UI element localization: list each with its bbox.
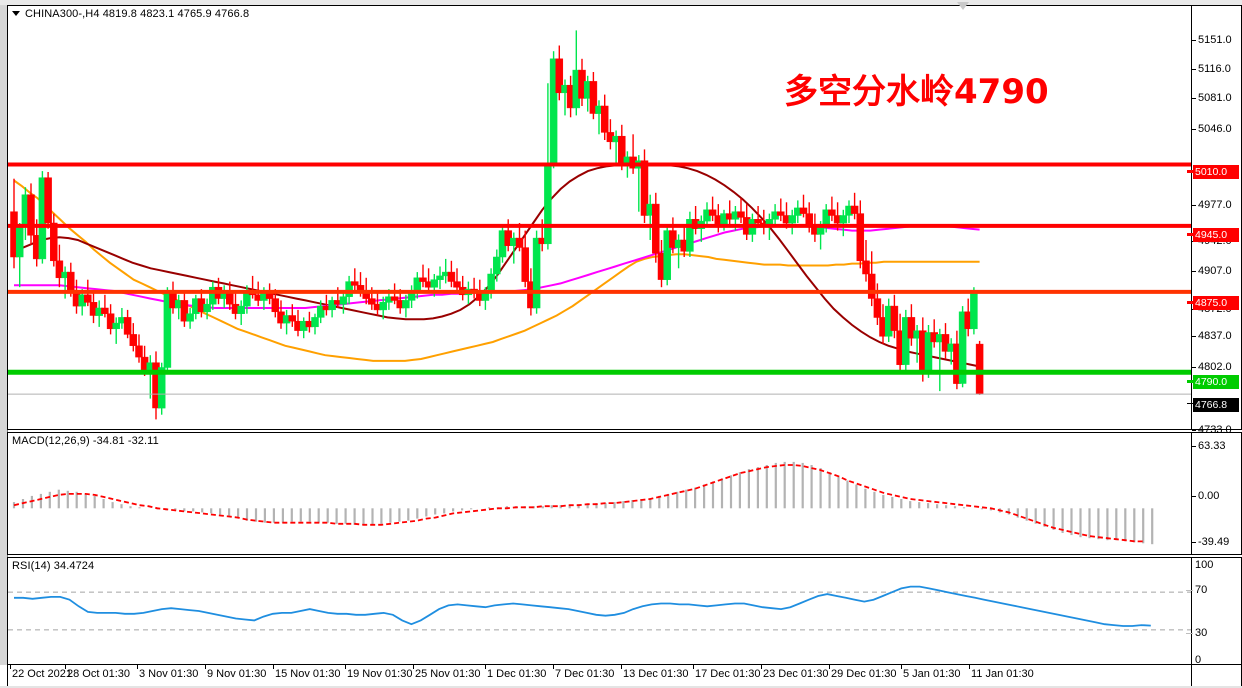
rsi-plot	[8, 585, 1191, 631]
scale-tick-mark	[1192, 271, 1196, 272]
time-axis-label: 28 Oct 01:30	[67, 668, 130, 680]
scale-tick-label: 0.00	[1198, 490, 1220, 502]
rsi-level-connector	[1186, 633, 1193, 634]
time-axis-tick	[10, 665, 11, 669]
time-axis-tick	[553, 665, 554, 669]
rsi-label: RSI(14) 34.4724	[12, 560, 95, 572]
price-chart-pane[interactable]: CHINA300-,H4 4819.8 4823.1 4765.9 4766.8…	[7, 5, 1192, 430]
price-badge-resistance[interactable]: 5010.0	[1193, 165, 1239, 179]
scale-tick-mark	[1192, 129, 1196, 130]
price-badge-support[interactable]: 4790.0	[1193, 375, 1239, 389]
chart-annotation: 多空分水岭4790	[784, 72, 1049, 112]
macd-label: MACD(12,26,9) -34.81 -32.11	[12, 435, 159, 447]
price-badge-current[interactable]: 4766.8	[1193, 398, 1239, 412]
scale-tick-label: 5116.0	[1198, 63, 1231, 75]
scale-tick-mark	[1192, 98, 1196, 99]
axis-corner	[1192, 665, 1242, 688]
badge-connector	[1187, 403, 1193, 404]
scale-tick-mark	[1192, 205, 1196, 206]
price-scale[interactable]: 4942.04872.05151.05116.05081.05046.04977…	[1187, 5, 1242, 436]
symbol-header[interactable]: CHINA300-,H4 4819.8 4823.1 4765.9 4766.8	[12, 8, 249, 20]
macd-plot	[12, 461, 1154, 545]
time-axis-label: 15 Nov 01:30	[275, 668, 341, 680]
symbol-header-text: CHINA300-,H4 4819.8 4823.1 4765.9 4766.8	[25, 8, 250, 20]
time-axis-label: 13 Dec 01:30	[623, 668, 689, 680]
scale-tick-mark	[1192, 542, 1196, 543]
window-bottom-strip	[0, 686, 1242, 688]
time-axis-label: 3 Nov 01:30	[139, 668, 199, 680]
time-axis-label: 19 Nov 01:30	[347, 668, 413, 680]
time-axis-label: 22 Oct 2021	[12, 668, 72, 680]
scale-tick-label: 5081.0	[1198, 92, 1232, 104]
time-axis-label: 17 Dec 01:30	[695, 668, 761, 680]
time-axis-tick	[621, 665, 622, 669]
scale-tick-label: 30	[1195, 627, 1208, 639]
time-axis-label: 7 Dec 01:30	[555, 668, 615, 680]
time-axis-tick	[485, 665, 486, 669]
macd-scale[interactable]: 63.33 0.00 -39.49	[1192, 432, 1242, 555]
rsi-level-connector	[1186, 590, 1193, 591]
scale-tick-label: 4907.0	[1198, 265, 1232, 277]
time-axis-tick	[413, 665, 414, 669]
rsi-line	[14, 585, 1151, 627]
scale-tick-mark	[1192, 367, 1196, 368]
time-axis-label: 9 Nov 01:30	[207, 668, 267, 680]
scale-tick-label: 63.33	[1198, 440, 1226, 452]
time-axis-label: 25 Nov 01:30	[415, 668, 481, 680]
price-plot	[8, 30, 1191, 420]
price-badge-resistance[interactable]: 4875.0	[1193, 296, 1239, 310]
time-axis-tick	[693, 665, 694, 669]
scale-tick-label: 4837.0	[1198, 330, 1232, 342]
time-axis-tick	[137, 665, 138, 669]
time-axis-label: 11 Jan 01:30	[971, 668, 1034, 680]
time-axis-label: 5 Jan 01:30	[903, 668, 961, 680]
scale-tick-label: 0	[1195, 654, 1202, 666]
time-axis[interactable]: 22 Oct 2021 28 Oct 01:30 3 Nov 01:30 9 Nov …	[7, 665, 1192, 688]
time-axis-label: 23 Dec 01:30	[763, 668, 829, 680]
price-badge-resistance[interactable]: 4945.0	[1193, 228, 1239, 242]
time-axis-tick	[761, 665, 762, 669]
badge-connector	[1187, 170, 1193, 173]
candle-series	[10, 30, 984, 420]
time-axis-tick	[65, 665, 66, 669]
scale-tick-mark	[1192, 430, 1196, 431]
badge-connector	[1187, 301, 1193, 304]
time-axis-tick	[273, 665, 274, 669]
time-axis-tick	[205, 665, 206, 669]
scale-tick-mark	[1192, 69, 1196, 70]
triangle-down-icon[interactable]	[12, 10, 20, 16]
scale-tick-label: 4802.0	[1198, 361, 1232, 373]
scale-tick-label: 100	[1195, 559, 1214, 571]
time-axis-label: 29 Dec 01:30	[831, 668, 897, 680]
time-axis-tick	[901, 665, 902, 669]
scale-tick-label: 5151.0	[1198, 34, 1232, 46]
scale-tick-label: 5046.0	[1198, 123, 1232, 135]
badge-connector	[1187, 233, 1193, 236]
watermark-icon	[957, 2, 969, 10]
macd-signal-line	[13, 464, 1144, 543]
scale-tick-mark	[1192, 496, 1196, 497]
badge-connector	[1187, 380, 1193, 383]
time-axis-tick	[969, 665, 970, 669]
time-axis-tick	[829, 665, 830, 669]
time-axis-tick	[345, 665, 346, 669]
rsi-pane[interactable]: RSI(14) 34.4724	[7, 557, 1192, 665]
time-axis-label: 1 Dec 01:30	[487, 668, 547, 680]
scale-tick-mark	[1192, 336, 1196, 337]
scale-tick-mark	[1192, 446, 1196, 447]
scale-tick-mark	[1192, 40, 1196, 41]
rsi-scale[interactable]: 100 70 30 0	[1186, 557, 1242, 666]
scale-tick-label: -39.49	[1198, 536, 1230, 548]
scale-tick-label: 4977.0	[1198, 199, 1232, 211]
scale-tick-label: 70	[1195, 584, 1208, 596]
macd-pane[interactable]: MACD(12,26,9) -34.81 -32.11	[7, 432, 1192, 555]
